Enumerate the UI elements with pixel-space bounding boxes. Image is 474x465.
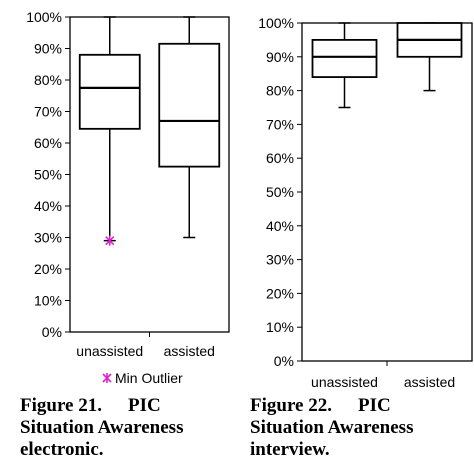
figure-title-line3: electronic.: [20, 439, 104, 460]
figure-caption-21: Figure 21. PIC Situation Awareness electr…: [20, 395, 183, 461]
y-tick-label: 0%: [42, 324, 62, 340]
y-tick-label: 50%: [266, 184, 294, 200]
y-tick-label: 80%: [266, 83, 294, 99]
x-tick-label-assisted: assisted: [404, 374, 455, 390]
chart-pic-sa-electronic: 0% 10% 20% 30% 40% 50% 60% 70% 80% 90% 100% unassis…: [26, 9, 230, 359]
y-tick-label: 70%: [34, 104, 62, 120]
y-tick-label: 60%: [34, 135, 62, 151]
iqr-box: [311, 39, 378, 78]
figure-title-line1: PIC: [128, 395, 161, 416]
x-tick-label-unassisted: unassisted: [311, 374, 378, 390]
legend: Min Outlier: [102, 370, 183, 386]
y-tick-label: 60%: [266, 150, 294, 166]
figure-title-line3: interview.: [250, 439, 330, 460]
y-tick-label: 90%: [34, 41, 62, 57]
figure-caption-22: Figure 22. PIC Situation Awareness interv…: [250, 395, 413, 461]
y-tick-label: 10%: [266, 319, 294, 335]
x-tick-label-unassisted: unassisted: [76, 343, 143, 359]
figure-number: Figure 22.: [250, 395, 332, 416]
y-tick-label: 20%: [266, 285, 294, 301]
x-tick-label-assisted: assisted: [164, 343, 215, 359]
y-tick-label: 10%: [34, 293, 62, 309]
legend-label: Min Outlier: [115, 370, 183, 386]
iqr-box: [78, 53, 141, 130]
y-tick-label: 80%: [34, 72, 62, 88]
legend-outlier-marker: [102, 373, 112, 383]
y-tick-label: 40%: [34, 198, 62, 214]
figure-title-line1: PIC: [358, 395, 391, 416]
y-tick-label: 50%: [34, 167, 62, 183]
box-assisted: [158, 16, 221, 239]
chart-pic-sa-interview: 0% 10% 20% 30% 40% 50% 60% 70% 80% 90% 100% unassis…: [258, 15, 473, 390]
y-tick-label: 0%: [274, 353, 294, 369]
box-unassisted: [311, 22, 378, 109]
figure-title-line2: Situation Awareness: [250, 417, 414, 438]
y-tick-label: 100%: [26, 9, 62, 25]
y-tick-label: 30%: [266, 252, 294, 268]
box-unassisted: [78, 16, 141, 242]
figure-number: Figure 21.: [20, 395, 102, 416]
y-tick-label: 70%: [266, 116, 294, 132]
figure-title-line2: Situation Awareness: [20, 417, 184, 438]
y-tick-label: 90%: [266, 49, 294, 65]
outlier-marker: [105, 235, 115, 246]
y-tick-label: 20%: [34, 261, 62, 277]
iqr-box: [158, 42, 221, 168]
box-assisted: [396, 22, 463, 92]
y-tick-label: 30%: [34, 230, 62, 246]
y-tick-label: 40%: [266, 218, 294, 234]
y-tick-label: 100%: [258, 15, 294, 31]
